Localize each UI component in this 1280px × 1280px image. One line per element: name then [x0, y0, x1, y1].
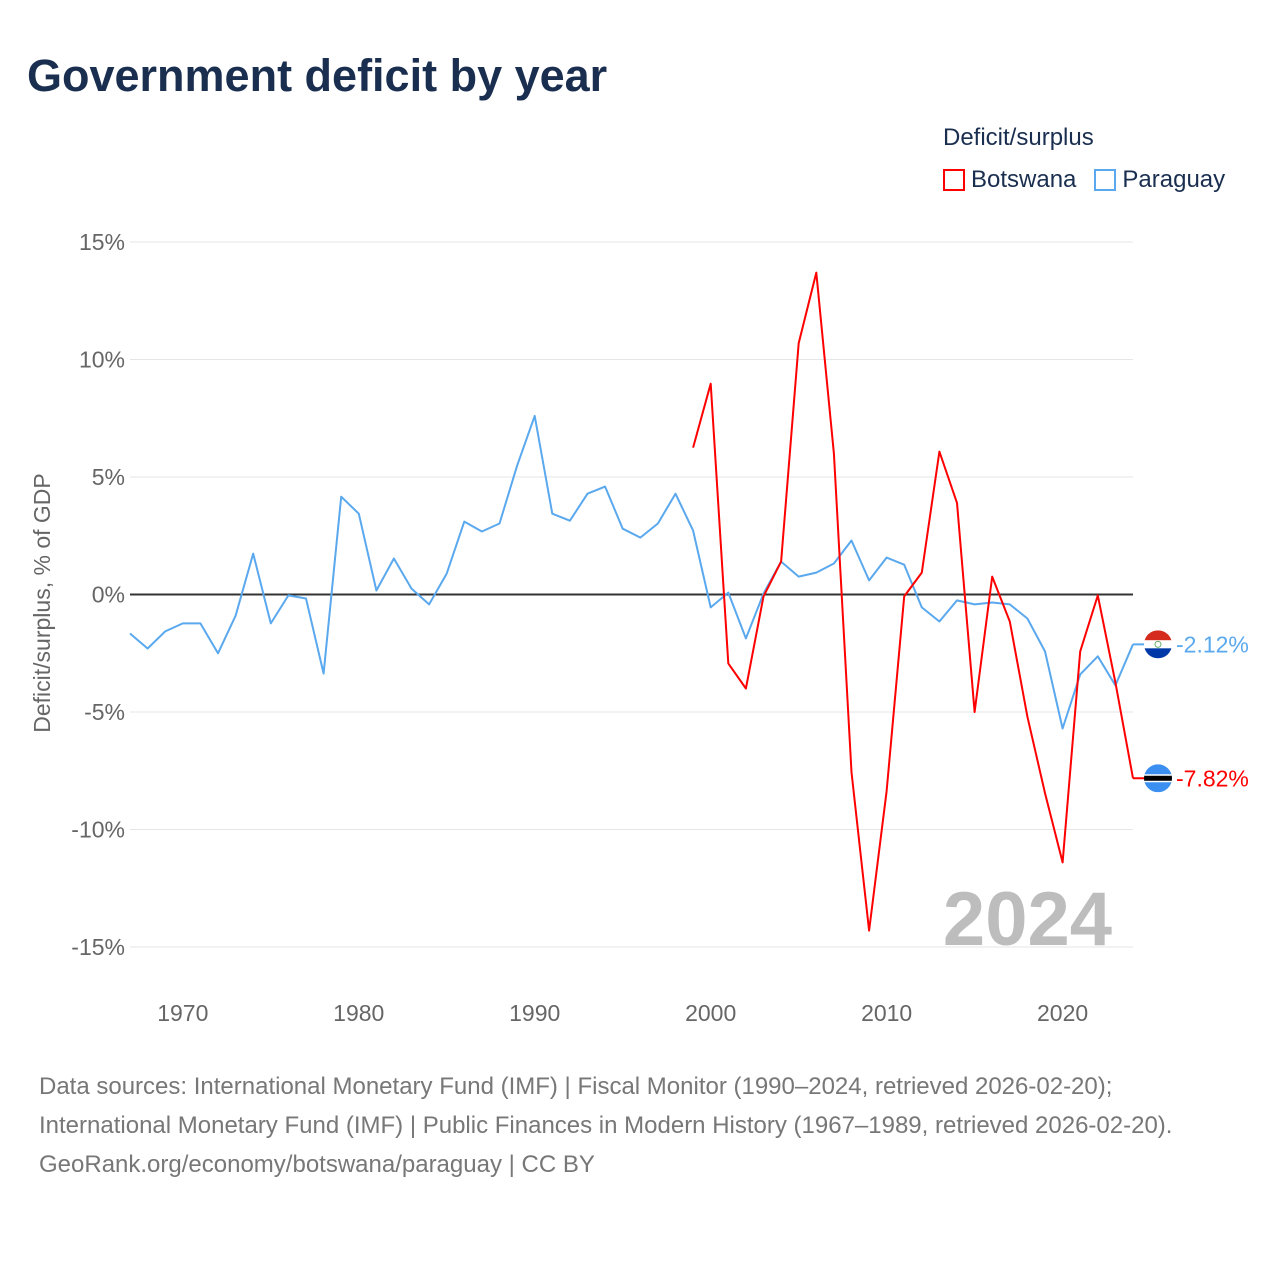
x-tick-label: 2000 — [685, 1000, 736, 1026]
legend-title: Deficit/surplus — [943, 124, 1094, 151]
y-tick-label: 0% — [92, 582, 125, 608]
legend-item-botswana[interactable]: Botswana — [943, 166, 1076, 194]
legend-label: Botswana — [971, 166, 1077, 193]
legend-label: Paraguay — [1122, 166, 1226, 193]
y-tick-label: -5% — [84, 699, 125, 725]
source-link[interactable]: GeoRank.org/economy/botswana/paraguay | … — [39, 1151, 595, 1178]
x-tick-label: 1990 — [509, 1000, 560, 1026]
flag-icon-paraguay — [1144, 630, 1172, 659]
flag-icon-botswana — [1144, 764, 1172, 793]
footer: Data sources: International Monetary Fun… — [39, 1067, 1239, 1184]
legend: Botswana Paraguay — [943, 166, 1225, 194]
y-tick-label: -15% — [71, 934, 125, 960]
data-sources: Data sources: International Monetary Fun… — [39, 1073, 1173, 1139]
legend-swatch-botswana — [943, 169, 965, 191]
legend-swatch-paraguay — [1094, 169, 1117, 191]
series-line-botswana — [692, 271, 1134, 932]
y-tick-label: 15% — [79, 229, 125, 255]
x-tick-label: 1980 — [333, 1000, 384, 1026]
chart-title: Government deficit by year — [27, 50, 608, 101]
y-tick-label: 5% — [92, 464, 125, 490]
legend-item-paraguay[interactable]: Paraguay — [1094, 166, 1225, 194]
series-line-paraguay — [129, 414, 1134, 730]
x-tick-label: 2020 — [1037, 1000, 1088, 1026]
year-watermark: 2024 — [943, 877, 1112, 962]
x-tick-label: 1970 — [157, 1000, 208, 1026]
y-axis-label: Deficit/surplus, % of GDP — [29, 473, 55, 732]
y-tick-label: 10% — [79, 347, 125, 373]
y-tick-label: -10% — [71, 817, 125, 843]
end-value-label-paraguay: -2.12% — [1176, 631, 1249, 657]
end-value-label-botswana: -7.82% — [1176, 765, 1249, 791]
x-tick-label: 2010 — [861, 1000, 912, 1026]
